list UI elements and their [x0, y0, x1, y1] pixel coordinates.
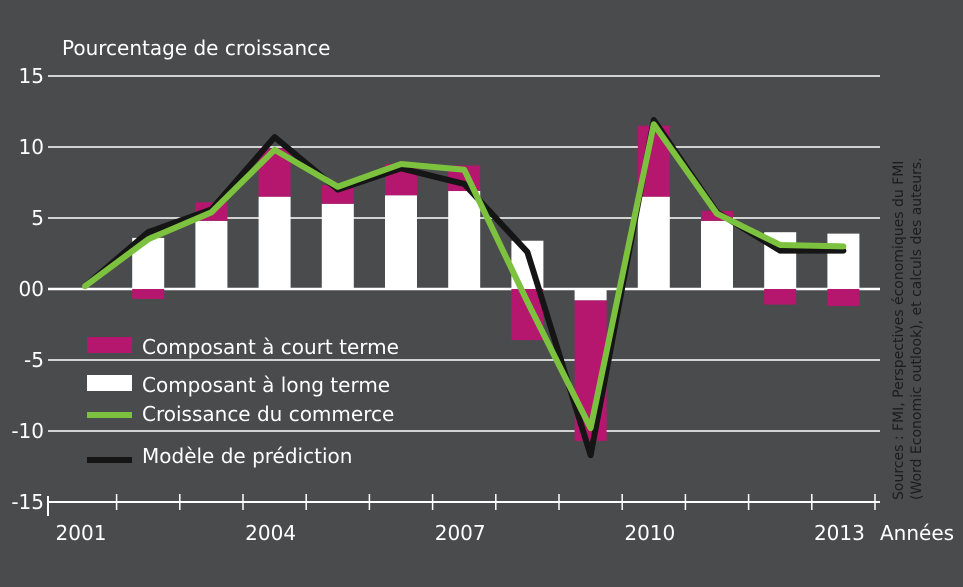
source-line-2: (Word Economic outlook), et calculs des …	[909, 157, 925, 500]
legend-swatch-long-term	[87, 375, 132, 391]
x-tick-label: 2013	[814, 521, 865, 545]
y-tick-label: -10	[11, 419, 44, 443]
bar-short-term	[827, 289, 860, 307]
bar-long-term	[637, 196, 670, 289]
y-tick-label: 00	[19, 277, 44, 301]
y-tick-label: -15	[11, 490, 44, 514]
series-lines	[82, 117, 847, 459]
bar-long-term	[827, 233, 860, 289]
x-tick-label: 2010	[624, 521, 675, 545]
legend-label-short-term: Composant à court terme	[142, 335, 399, 359]
bar-long-term	[448, 191, 481, 289]
x-tick-label: 2004	[245, 521, 296, 545]
bar-short-term	[764, 289, 797, 305]
y-tick-label: 10	[19, 135, 44, 159]
x-axis-label: Années	[880, 521, 954, 545]
bar-long-term	[701, 220, 733, 289]
bar-long-term	[385, 195, 417, 289]
legend-label-trade-growth: Croissance du commerce	[142, 402, 394, 426]
axes	[47, 494, 880, 516]
y-tick-labels: 15 10 5 00 -5 -10 -15	[11, 64, 44, 514]
x-tick-labels: 2001 2004 2007 2010 2013	[56, 521, 865, 545]
legend-label-long-term: Composant à long terme	[142, 373, 390, 397]
bar-short-term	[132, 289, 165, 299]
legend-label-prediction: Modèle de prédiction	[142, 444, 352, 468]
y-tick-label: -5	[24, 348, 44, 372]
y-tick-label: 5	[31, 206, 44, 230]
bar-long-term	[321, 203, 354, 289]
source-line-1: Sources : FMI, Perspectives économiques …	[891, 161, 907, 500]
legend-swatch-short-term	[87, 337, 132, 353]
x-tick-label: 2001	[56, 521, 107, 545]
x-tick-label: 2007	[435, 521, 486, 545]
bar-long-term	[195, 220, 228, 289]
y-tick-label: 15	[19, 64, 44, 88]
line-trade-growth	[82, 121, 847, 432]
source-note: Sources : FMI, Perspectives économiques …	[891, 156, 925, 500]
bar-long-term	[258, 196, 291, 289]
y-axis-label: Pourcentage de croissance	[62, 36, 330, 60]
bar-long-term	[574, 289, 607, 301]
legend: Composant à court terme Composant à long…	[87, 335, 399, 468]
